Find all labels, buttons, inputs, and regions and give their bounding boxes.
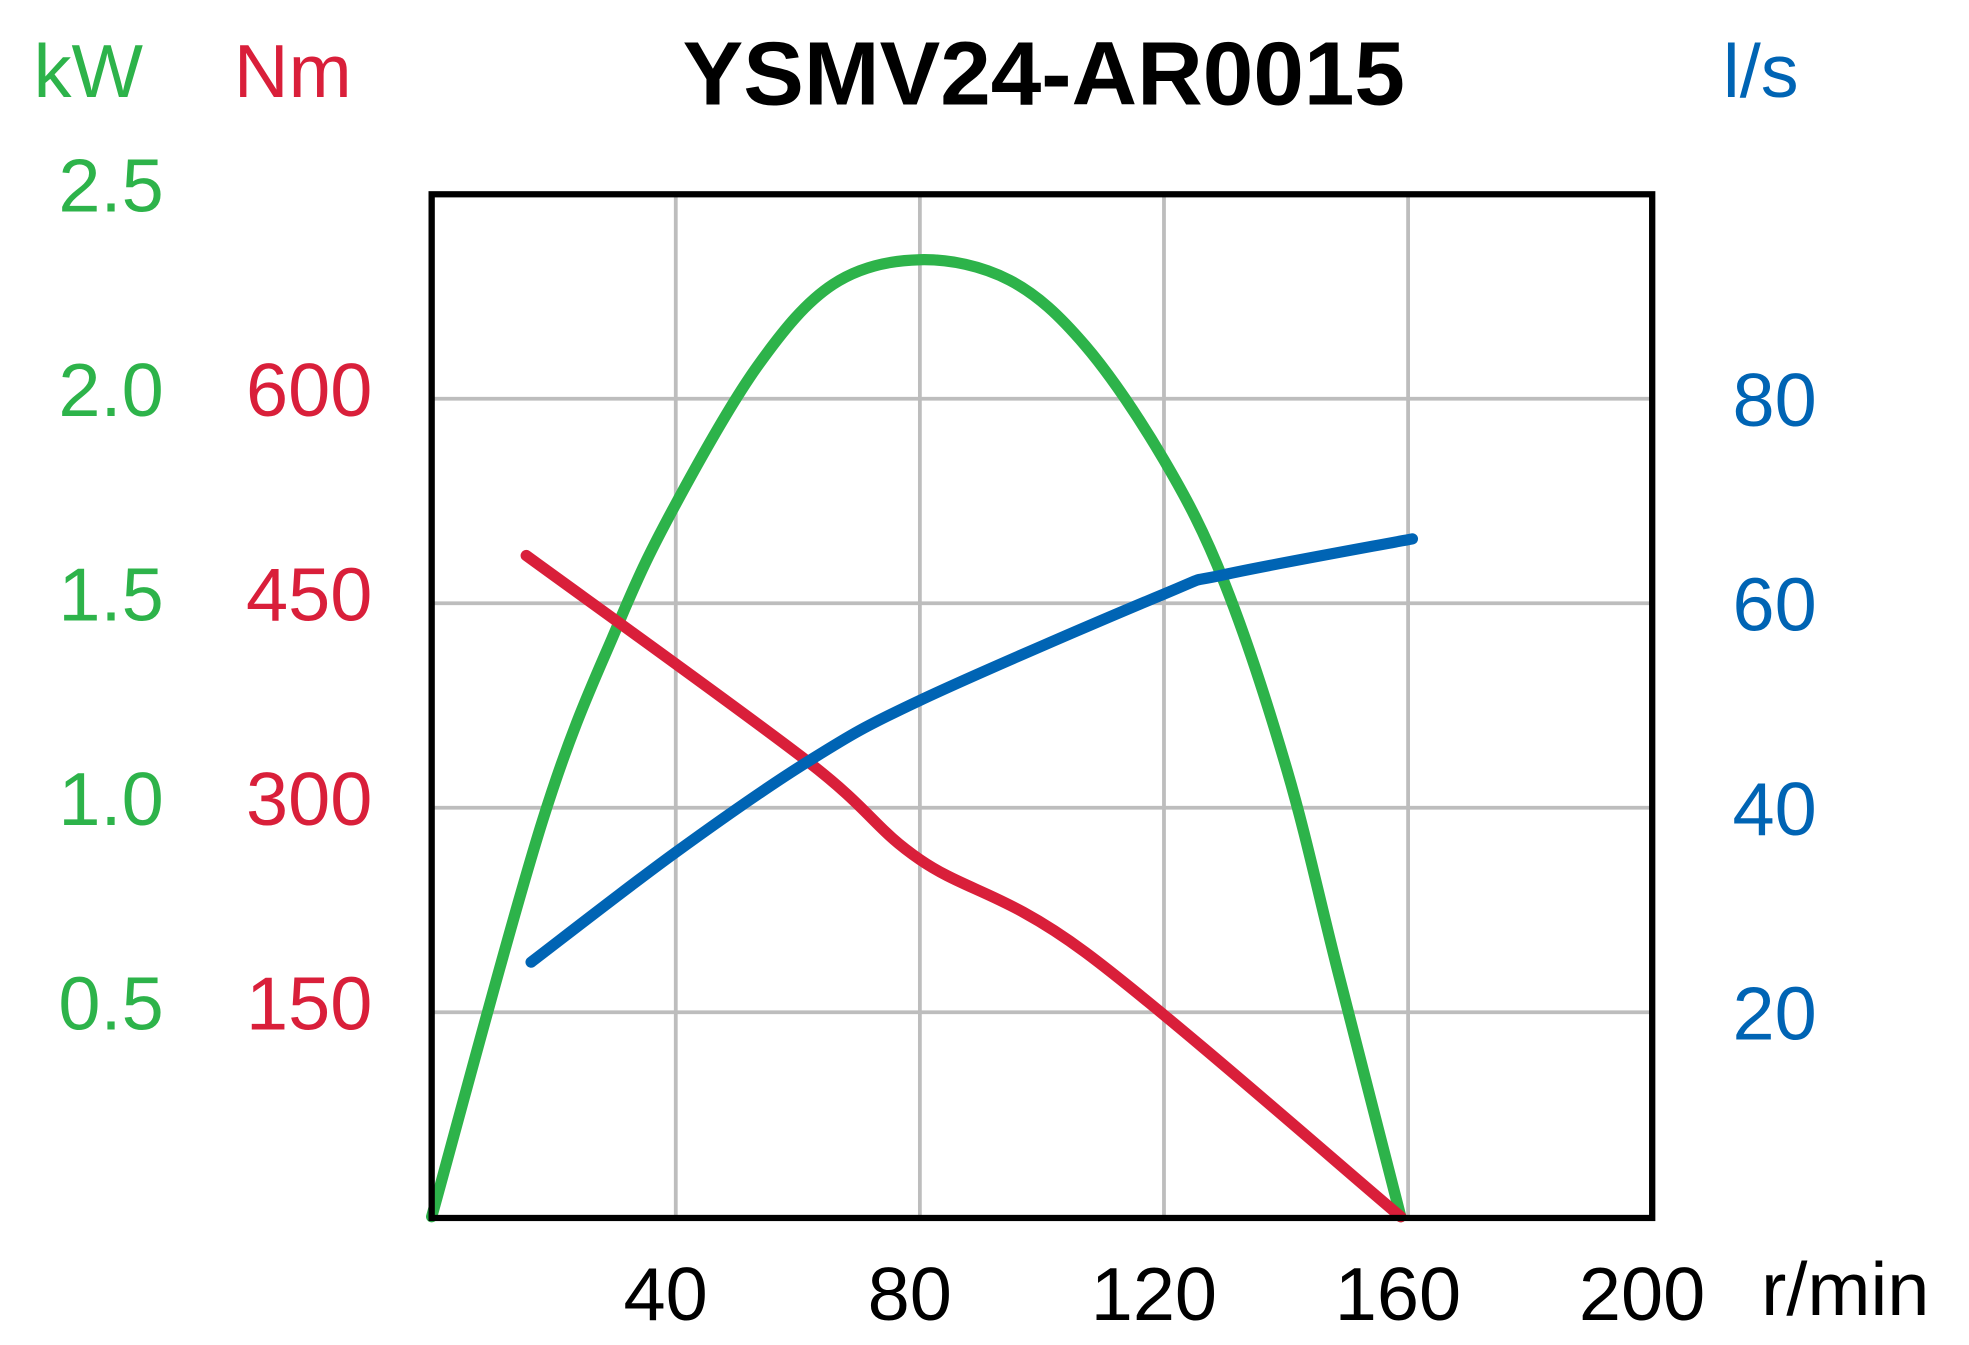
x-tick-label: 200: [1579, 1253, 1705, 1336]
kw-tick-label: 1.0: [58, 758, 163, 841]
nm-tick-label: 150: [246, 962, 372, 1045]
ls-tick-label: 40: [1733, 768, 1817, 851]
x-tick-label: 80: [868, 1253, 952, 1336]
plot-frame: [428, 191, 1656, 1222]
axis-labels: 40 80 120 160 200 r/min kW 0.5 1.0 1.5 2.0 2.5 Nm 150…: [34, 30, 1930, 1336]
nm-tick-label: 450: [246, 553, 372, 636]
nm-axis-title: Nm: [234, 30, 352, 113]
x-tick-label: 120: [1091, 1253, 1217, 1336]
ls-tick-label: 20: [1733, 972, 1817, 1055]
kw-axis-title: kW: [34, 30, 143, 113]
ls-tick-label: 80: [1733, 359, 1817, 442]
flow-curve: [525, 533, 1419, 968]
x-tick-label: 160: [1335, 1253, 1461, 1336]
x-axis-label: r/min: [1761, 1248, 1929, 1331]
ls-tick-label: 60: [1733, 563, 1817, 646]
nm-tick-label: 300: [246, 758, 372, 841]
series-layer: [425, 254, 1419, 1223]
ls-axis-title: l/s: [1723, 30, 1799, 113]
x-tick-label: 40: [624, 1253, 708, 1336]
kw-tick-label: 0.5: [58, 962, 163, 1045]
power-curve: [425, 254, 1407, 1223]
kw-tick-label: 2.0: [58, 349, 163, 432]
torque-curve: [520, 549, 1407, 1223]
kw-tick-label: 1.5: [58, 553, 163, 636]
grid: [431, 194, 1653, 1217]
kw-tick-label: 2.5: [58, 144, 163, 227]
nm-tick-label: 600: [246, 349, 372, 432]
chart-title: YSMV24-AR0015: [683, 24, 1405, 124]
